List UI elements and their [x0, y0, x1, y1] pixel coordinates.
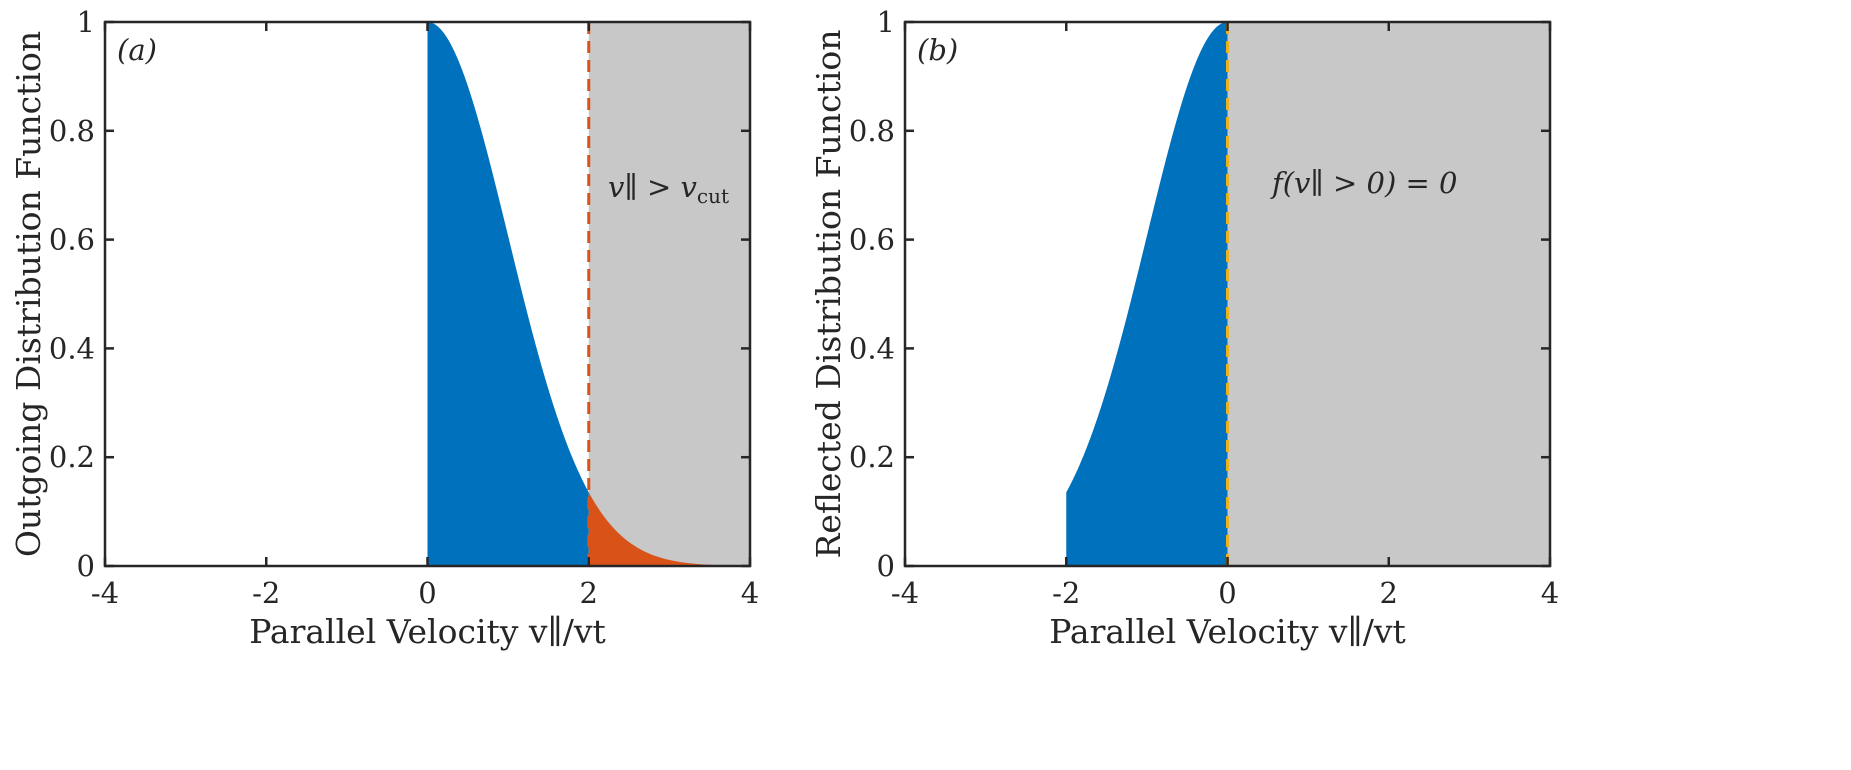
- panel-a: -4 -2 0 2 4 0 0.2 0.4 0.6 0.8 1 Parallel Velocity…: [9, 5, 759, 651]
- y-tick-labels: 0 0.2 0.4 0.6 0.8 1: [849, 5, 895, 583]
- y-tick-label: 0.2: [49, 440, 95, 474]
- x-tick-labels: -4 -2 0 2 4: [91, 576, 759, 610]
- x-tick-label: -4: [91, 576, 119, 610]
- x-tick-label: 2: [1380, 576, 1398, 610]
- y-tick-label: 1: [877, 5, 895, 39]
- x-tick-labels: -4 -2 0 2 4: [891, 576, 1559, 610]
- x-tick-label: 0: [1218, 576, 1236, 610]
- panel-label: (a): [117, 33, 157, 67]
- x-tick-label: -4: [891, 576, 919, 610]
- x-axis-title: Parallel Velocity v∥/vt: [1049, 612, 1406, 651]
- shaded-region: [1227, 22, 1550, 566]
- y-tick-label: 0.6: [849, 223, 895, 257]
- excluded-region-shade: [1227, 22, 1550, 566]
- distribution-fills: [427, 22, 750, 566]
- excluded-region-shade: [588, 22, 750, 566]
- axis-ticks: [903, 20, 1552, 568]
- x-tick-label: 2: [580, 576, 598, 610]
- fill-area-1: [1066, 22, 1228, 566]
- fill-area-2: [588, 492, 750, 566]
- x-tick-label: -2: [252, 576, 280, 610]
- zero-annotation: f(v∥ > 0) = 0: [1270, 166, 1458, 200]
- annotation-main: v∥ > v: [608, 170, 698, 204]
- y-tick-label: 0: [77, 549, 95, 583]
- y-tick-label: 0.4: [49, 331, 95, 365]
- x-tick-label: -2: [1052, 576, 1080, 610]
- y-tick-label: 0.4: [849, 331, 895, 365]
- cutoff-annotation: v∥ > vcut: [608, 170, 729, 208]
- annotation-main: f(v∥ > 0) = 0: [1270, 166, 1458, 200]
- y-tick-label: 0.8: [849, 114, 895, 148]
- x-tick-label: 0: [418, 576, 436, 610]
- axis-ticks: [103, 20, 752, 568]
- y-tick-label: 0.2: [849, 440, 895, 474]
- y-axis-title: Reflected Distribution Function: [809, 30, 848, 559]
- shaded-region: [588, 22, 750, 566]
- y-tick-label: 1: [77, 5, 95, 39]
- x-axis-title: Parallel Velocity v∥/vt: [249, 612, 606, 651]
- annotation-subscript: cut: [697, 184, 729, 208]
- fill-area-1: [427, 22, 589, 566]
- y-tick-label: 0.8: [49, 114, 95, 148]
- distribution-fills: [1066, 22, 1228, 566]
- x-tick-label: 4: [741, 576, 759, 610]
- y-axis-title: Outgoing Distribution Function: [9, 31, 48, 557]
- y-tick-label: 0: [877, 549, 895, 583]
- y-tick-labels: 0 0.2 0.4 0.6 0.8 1: [49, 5, 95, 583]
- y-tick-label: 0.6: [49, 223, 95, 257]
- panel-b: -4 -2 0 2 4 0 0.2 0.4 0.6 0.8 1 Parallel Velocity…: [809, 5, 1559, 651]
- panel-label: (b): [917, 33, 958, 67]
- x-tick-label: 4: [1541, 576, 1559, 610]
